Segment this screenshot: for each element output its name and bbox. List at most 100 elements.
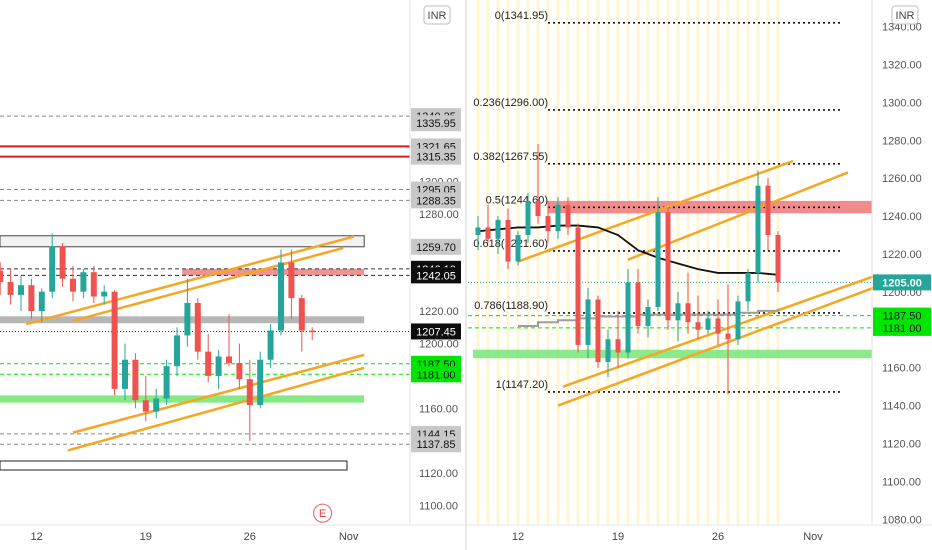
- candle-body: [18, 285, 24, 295]
- candle-body: [163, 366, 170, 399]
- right-y-tick-label: 1140.00: [882, 401, 921, 413]
- candle-body: [101, 291, 108, 297]
- right-y-tick-label: 1280.00: [882, 135, 922, 147]
- candle-body: [257, 359, 264, 406]
- session-band: [536, 0, 540, 525]
- left-y-tick-label: 1220.00: [419, 306, 459, 318]
- candle-body: [725, 333, 731, 340]
- left-currency-label: INR: [428, 10, 447, 22]
- candle-body: [605, 339, 611, 363]
- session-band: [486, 0, 490, 525]
- pane-divider: [462, 0, 468, 550]
- earnings-marker-circle: [313, 503, 333, 523]
- right-x-tick-label: Nov: [803, 531, 823, 543]
- session-band: [586, 0, 590, 525]
- candle-body: [236, 362, 243, 380]
- candle-body: [184, 303, 191, 336]
- candle-body: [585, 299, 591, 345]
- left-x-tick-label: Nov: [339, 531, 359, 543]
- left-price-tag: [411, 192, 461, 209]
- candle-body: [525, 200, 531, 236]
- fib-level-label: 0.786(1188.90): [474, 300, 548, 312]
- candle-body: [215, 356, 222, 376]
- right-y-tick-label: 1220.00: [882, 249, 922, 261]
- session-band: [556, 0, 560, 525]
- zone-resistance: [182, 268, 365, 276]
- candle-body: [267, 330, 274, 360]
- fib-level-label: 0.618(1221.60): [473, 238, 548, 250]
- right-y-tick-label: 1120.00: [882, 439, 921, 451]
- right-x-tick-label: 19: [612, 531, 624, 543]
- left-price-tag: [411, 267, 461, 284]
- zone-gray: [0, 316, 365, 324]
- session-band: [476, 0, 480, 525]
- right-price-tag-label: 1181.00: [883, 323, 922, 335]
- candle-body: [132, 359, 139, 401]
- left-x-tick-label: 26: [244, 531, 256, 543]
- candle-body: [635, 282, 641, 326]
- right-price-tag: [873, 307, 931, 324]
- channel-trendline: [67, 366, 365, 452]
- right-chart-pane: 0(1341.95) 0.236(1296.00) 0.382(1267.55) 0.…: [468, 0, 931, 543]
- left-y-tick-label: 1100.00: [419, 501, 458, 513]
- session-band: [736, 0, 740, 525]
- right-y-tick-label: 1160.00: [882, 363, 921, 375]
- candle-body: [485, 227, 491, 239]
- fib-level-label: 0.382(1267.55): [473, 151, 548, 163]
- candle-body: [49, 246, 56, 292]
- left-currency-button[interactable]: INR: [423, 5, 451, 25]
- session-band: [726, 0, 730, 525]
- session-band: [716, 0, 720, 525]
- candle-body: [705, 318, 711, 330]
- fib-level-label: 0.236(1296.00): [473, 97, 548, 109]
- session-band: [676, 0, 680, 525]
- right-price-tag-label: 1187.50: [883, 311, 922, 323]
- left-price-tag: [411, 238, 461, 255]
- left-price-tag-label: 1242.05: [416, 270, 456, 282]
- candle-body: [80, 272, 87, 292]
- candle-body: [515, 235, 521, 262]
- candle-body: [575, 227, 581, 345]
- candle-body: [615, 339, 621, 353]
- candle-body: [545, 216, 551, 232]
- candle-body: [595, 299, 601, 363]
- left-price-tag-label: 1137.85: [417, 439, 456, 451]
- fib-level-label: 0(1341.95): [495, 10, 548, 22]
- session-band: [696, 0, 700, 525]
- candle-body: [775, 235, 781, 283]
- right-y-tick-label: 1340.00: [882, 22, 922, 34]
- candle-body: [59, 246, 66, 279]
- session-band: [616, 0, 620, 525]
- left-price-tag-label: 1181.00: [417, 369, 456, 381]
- left-y-tick-label: 1200.00: [419, 339, 459, 351]
- left-price-tag-label: 1259.70: [416, 242, 456, 254]
- left-chart-pane: E 1100.001120.001140.001160.001180.00120…: [0, 0, 461, 543]
- left-price-tag: [411, 436, 461, 453]
- candle-body: [505, 219, 511, 262]
- candle-body: [70, 278, 76, 292]
- candle-body: [735, 301, 741, 340]
- channel-trendline: [557, 285, 879, 407]
- right-currency-button[interactable]: INR: [891, 5, 919, 25]
- left-x-tick-label: 19: [140, 531, 152, 543]
- left-price-tag: [411, 148, 461, 165]
- channel-trendline: [627, 171, 849, 261]
- session-band: [526, 0, 530, 525]
- candle-body: [142, 400, 149, 412]
- earnings-marker-label: E: [319, 508, 326, 520]
- left-price-tag-label: 1335.95: [416, 118, 456, 130]
- session-band: [496, 0, 500, 525]
- left-price-tag: [411, 366, 461, 383]
- fib-level-label: 1(1147.20): [496, 379, 548, 391]
- candle-body: [745, 272, 751, 302]
- candle-body: [715, 318, 721, 334]
- left-price-tag-label: 1207.45: [416, 326, 456, 338]
- session-band: [646, 0, 650, 525]
- candle-body: [675, 303, 681, 321]
- candle-body: [665, 212, 671, 321]
- left-x-tick-label: 12: [30, 531, 42, 543]
- right-currency-label: INR: [896, 10, 915, 22]
- candle-body: [645, 307, 651, 326]
- left-price-tag: [411, 115, 461, 132]
